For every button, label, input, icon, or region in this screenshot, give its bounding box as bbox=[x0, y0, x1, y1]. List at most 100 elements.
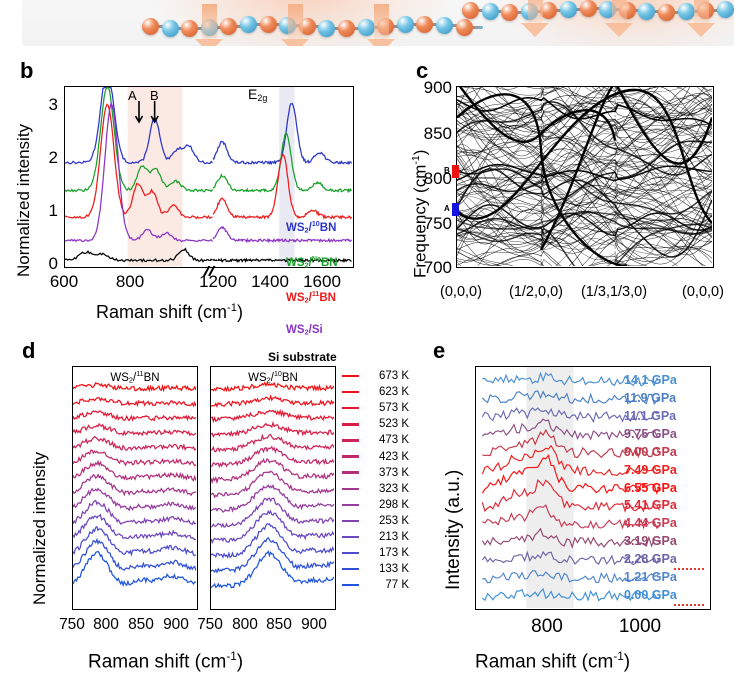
panel-d-xlabel-main: Raman shift (cm bbox=[88, 651, 227, 673]
panel-c-xtick-2: (1/3,1/3,0) bbox=[580, 284, 648, 300]
panel-b-legend-4: Si substrate bbox=[268, 350, 337, 364]
boron-atom bbox=[298, 18, 316, 36]
panel-e-trace-319GPa bbox=[481, 527, 660, 549]
nitrogen-atom bbox=[357, 19, 375, 37]
panel-e-pressure-label: 9.75 GPa bbox=[624, 426, 677, 441]
panel-c-optical-branch-4 bbox=[616, 87, 712, 165]
panel-c-band bbox=[457, 217, 704, 266]
panel-d-legend-row: 323 K bbox=[342, 481, 438, 497]
panel-c-band bbox=[457, 230, 712, 266]
panel-c-band bbox=[457, 228, 712, 260]
panel-e-pressure-label: 6.55 GPa bbox=[624, 480, 677, 495]
panel-c-band bbox=[584, 87, 683, 101]
panel-b-curve-3-seg2 bbox=[212, 225, 352, 244]
panel-b-xtick-1200: 1200 bbox=[199, 272, 237, 291]
panel-d-legend-swatch bbox=[342, 455, 359, 458]
panel-c-marker-B: B bbox=[444, 165, 459, 178]
atom-bond bbox=[470, 9, 490, 12]
panel-b-xlabel-end: ) bbox=[236, 302, 243, 322]
panel-c-band bbox=[457, 87, 712, 138]
panel-d-xlabel-sup: -1 bbox=[226, 650, 237, 663]
panel-d-legend-label: 298 K bbox=[378, 498, 409, 511]
panel-d-trace-523K bbox=[73, 422, 196, 437]
panel-e-ylabel: Intensity (a.u.) bbox=[443, 469, 464, 590]
panel-d-legend-label: 673 K bbox=[378, 370, 409, 383]
panel-b-legend-2: WS2/11BN bbox=[286, 290, 336, 304]
panel-c-band bbox=[457, 168, 712, 258]
phonon-arrow-1 bbox=[195, 4, 223, 46]
panel-d-legend-row: 423 K bbox=[342, 448, 438, 464]
panel-e-xlabel-sup: -1 bbox=[613, 650, 624, 663]
panel-d-trace-253K bbox=[211, 497, 334, 528]
panel-b: b Normalized intensity 0 1 2 3 600 800 1… bbox=[0, 58, 395, 364]
panel-d-legend-swatch bbox=[342, 535, 359, 539]
panel-c-band bbox=[457, 184, 712, 218]
panel-d-legend-row: 573 K bbox=[342, 400, 438, 416]
panel-e-xlabel-main: Raman shift (cm bbox=[475, 651, 614, 673]
panel-e-pressure-label: 14.1 GPa bbox=[624, 373, 677, 387]
atom-bond bbox=[169, 26, 190, 30]
atom-bond bbox=[666, 10, 686, 14]
panel-d-left-xtick-900: 900 bbox=[163, 616, 189, 633]
panel-d-subplot-10BN: WS2/10BN bbox=[210, 366, 336, 610]
boron-atom bbox=[142, 18, 159, 35]
panel-d-trace-298K bbox=[211, 483, 334, 513]
panel-c-band bbox=[457, 128, 712, 188]
boron-atom bbox=[181, 20, 199, 38]
panel-d-ylabel: Normalized intensity bbox=[30, 451, 49, 605]
panel-d-right-svg bbox=[211, 381, 334, 589]
panel-c-ylabel-sup: -1 bbox=[410, 155, 422, 165]
panel-d-trace-623K bbox=[211, 394, 334, 408]
pbl-sub-2: 2 bbox=[304, 295, 309, 305]
panel-c-xtick-1: (1/2,0,0) bbox=[509, 284, 563, 300]
panel-c-optical-branch-3 bbox=[539, 87, 614, 251]
panel-e-trace-444GPa bbox=[482, 504, 660, 530]
panel-c-band bbox=[457, 87, 712, 155]
panel-b-annotation-E2g: E2g bbox=[248, 86, 267, 103]
panel-c-band bbox=[552, 87, 712, 134]
pbl-tail-3: Si bbox=[311, 324, 323, 336]
panel-c-band bbox=[457, 238, 712, 266]
nitrogen-atom bbox=[560, 0, 577, 18]
atom-bond bbox=[228, 24, 248, 28]
pd1-t5: BN bbox=[143, 371, 160, 384]
pbl-tail-1: BN bbox=[320, 256, 338, 269]
panel-c-ytick-800: 800 bbox=[423, 169, 452, 188]
panel-c-band bbox=[457, 148, 712, 208]
panel-c-marker-A: A bbox=[444, 203, 459, 216]
panel-d-trace-573K bbox=[211, 408, 334, 424]
panel-d-trace-253K bbox=[73, 499, 196, 526]
boron-atom bbox=[658, 3, 675, 21]
panel-b-plot-area bbox=[64, 86, 354, 277]
panel-d-legend-swatch bbox=[342, 551, 359, 555]
panel-e-pressure-label: 7.49 GPa bbox=[624, 462, 677, 477]
panel-d-legend-row: 213 K bbox=[342, 529, 438, 545]
panel-c-band bbox=[457, 97, 712, 162]
panel-d-legend-swatch bbox=[342, 519, 359, 523]
boron-atom bbox=[579, 0, 597, 18]
panel-b-legend-1: WS2/NaBN bbox=[286, 255, 338, 269]
panel-c-band bbox=[457, 140, 712, 201]
atom-bond bbox=[189, 27, 209, 31]
atom-bond bbox=[267, 22, 288, 26]
panel-e-highlight-band bbox=[526, 367, 574, 608]
pbl-main-4: Si substrate bbox=[268, 350, 337, 364]
panel-c-marker-B-label: B bbox=[444, 166, 450, 175]
panel-c-band-svg bbox=[457, 87, 712, 266]
panel-b-curve-2-seg1 bbox=[65, 103, 213, 220]
panel-c-optical-branch-0 bbox=[457, 93, 628, 266]
pbl-sub-1: 2 bbox=[304, 260, 309, 270]
panel-d-trace-213K bbox=[211, 509, 334, 545]
panel-d-legend-swatch bbox=[342, 390, 359, 394]
atom-bond bbox=[568, 7, 588, 11]
pd2-t2: 2 bbox=[266, 375, 271, 385]
panel-e-spellcheck-underline bbox=[673, 602, 706, 606]
panel-c-band bbox=[457, 220, 712, 266]
panel-e-trace-228GPa bbox=[481, 550, 661, 566]
panel-e-chart-svg bbox=[481, 367, 661, 608]
atom-bond bbox=[150, 25, 170, 28]
panel-d-trace-133K bbox=[211, 536, 334, 574]
panel-c-band bbox=[457, 208, 712, 266]
atom-bond bbox=[489, 10, 510, 14]
atom-bond bbox=[208, 26, 229, 30]
